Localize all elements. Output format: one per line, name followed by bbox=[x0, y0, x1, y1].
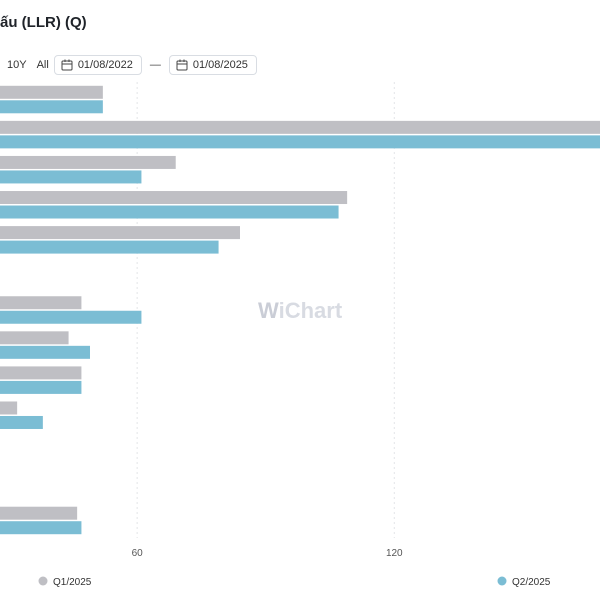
x-axis-ticks: 60120180 bbox=[132, 548, 403, 559]
bar-q2-2025-3[interactable] bbox=[0, 205, 339, 219]
bar-q1-2025-9[interactable] bbox=[0, 401, 18, 415]
bar-q2-2025-2[interactable] bbox=[0, 170, 142, 184]
date-to-picker[interactable]: 01/08/2025 bbox=[168, 55, 257, 75]
date-from-value: 01/08/2022 bbox=[77, 59, 133, 71]
bar-q1-2025-3[interactable] bbox=[0, 191, 348, 205]
bar-q2-2025-1[interactable] bbox=[0, 135, 600, 149]
bar-q2-2025-4[interactable] bbox=[0, 240, 219, 254]
watermark-text: iChart bbox=[279, 298, 343, 323]
gridlines bbox=[136, 82, 395, 538]
bar-q1-2025-4[interactable] bbox=[0, 226, 240, 240]
bar-q1-2025-8[interactable] bbox=[0, 366, 82, 380]
bars bbox=[0, 85, 600, 535]
watermark-logo: WiChart bbox=[258, 298, 343, 323]
date-separator: — bbox=[149, 59, 161, 71]
legend-marker bbox=[38, 576, 48, 586]
bar-q2-2025-8[interactable] bbox=[0, 380, 82, 394]
range-10y-button[interactable]: 10Y bbox=[7, 59, 27, 71]
legend-label[interactable]: Q2/2025 bbox=[512, 577, 551, 588]
bar-q2-2025-7[interactable] bbox=[0, 345, 90, 359]
range-all-button[interactable]: All bbox=[36, 59, 49, 71]
date-range-toolbar: 10Y All 01/08/2022 — 01/08/2025 bbox=[0, 55, 257, 75]
x-tick-label: 120 bbox=[386, 548, 403, 559]
calendar-icon bbox=[176, 59, 188, 71]
x-tick-label: 60 bbox=[132, 548, 144, 559]
watermark-mark: W bbox=[258, 298, 279, 323]
date-from-picker[interactable]: 01/08/2022 bbox=[53, 55, 142, 75]
bar-q1-2025-2[interactable] bbox=[0, 155, 176, 169]
bar-q1-2025-12[interactable] bbox=[0, 506, 78, 520]
bar-q2-2025-12[interactable] bbox=[0, 521, 82, 535]
legend-label[interactable]: Q1/2025 bbox=[53, 577, 92, 588]
bar-q1-2025-0[interactable] bbox=[0, 85, 103, 99]
date-to-value: 01/08/2025 bbox=[192, 59, 248, 71]
legend-marker bbox=[497, 576, 507, 586]
bar-q2-2025-6[interactable] bbox=[0, 310, 142, 324]
bar-q1-2025-1[interactable] bbox=[0, 120, 600, 134]
chart-title: ấu (LLR) (Q) bbox=[0, 14, 87, 31]
bar-q1-2025-7[interactable] bbox=[0, 331, 69, 345]
legend: Q1/2025 Q2/2025 bbox=[38, 576, 551, 588]
calendar-icon bbox=[61, 59, 73, 71]
bar-q2-2025-0[interactable] bbox=[0, 100, 103, 114]
bar-q1-2025-6[interactable] bbox=[0, 296, 82, 310]
bar-q2-2025-9[interactable] bbox=[0, 415, 43, 429]
